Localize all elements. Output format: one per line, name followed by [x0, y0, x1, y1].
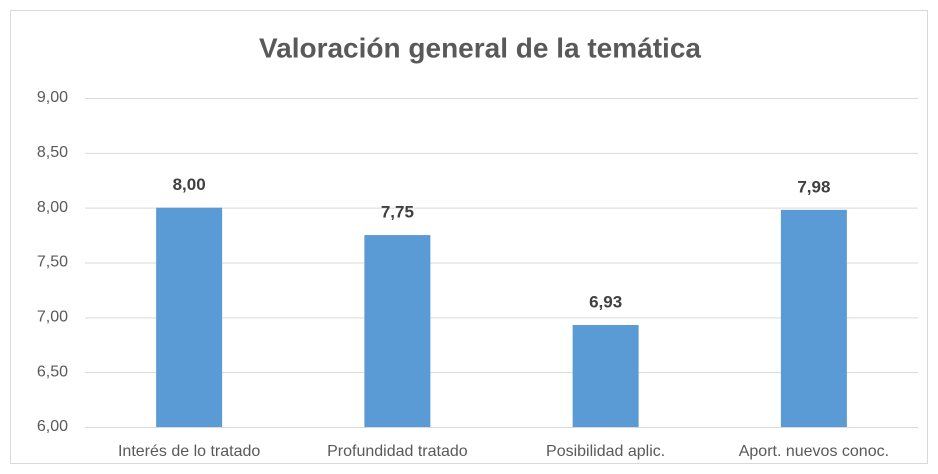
chart-title: Valoración general de la temática [259, 32, 701, 63]
value-label: 7,98 [797, 177, 830, 196]
bar [364, 235, 431, 427]
y-tick-label: 7,00 [37, 309, 68, 326]
y-tick-label: 7,50 [37, 254, 68, 271]
y-tick-label: 8,50 [37, 144, 68, 161]
y-tick-label: 9,00 [37, 89, 68, 106]
x-tick-label: Profundidad tratado [327, 443, 468, 460]
bar [780, 209, 847, 427]
x-tick-label: Posibilidad aplic. [546, 443, 665, 460]
y-tick-label: 6,00 [37, 418, 68, 435]
value-label: 6,93 [589, 292, 622, 311]
value-label: 7,75 [381, 203, 414, 222]
value-label: 8,00 [173, 175, 206, 194]
x-tick-label: Aport. nuevos conoc. [739, 443, 889, 460]
bar [156, 207, 223, 427]
bar [572, 325, 639, 427]
y-tick-label: 8,00 [37, 199, 68, 216]
x-tick-label: Interés de lo tratado [118, 443, 260, 460]
y-tick-label: 6,50 [37, 363, 68, 380]
